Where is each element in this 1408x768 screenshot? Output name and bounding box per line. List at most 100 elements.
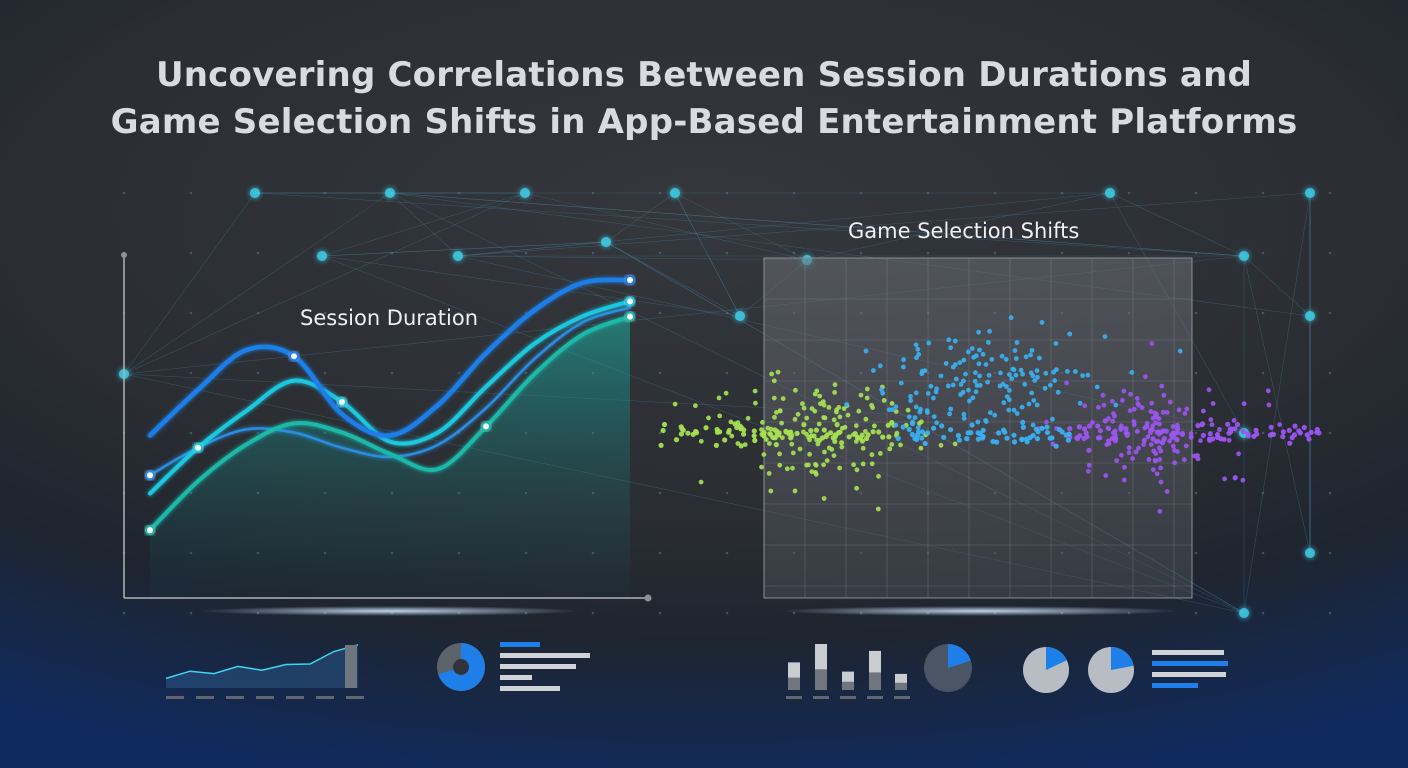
grid-dot: [1127, 251, 1131, 255]
scatter-band-point: [964, 436, 970, 442]
grid-dot: [1060, 191, 1064, 195]
scatter-band-point: [788, 429, 794, 435]
scatter-band-point: [1044, 424, 1050, 430]
network-node: [1105, 188, 1115, 198]
scatter-band-point: [1179, 431, 1185, 437]
grid-dot: [1328, 551, 1332, 555]
scatter-point-green: [813, 462, 819, 468]
scatter-point-blue: [1012, 348, 1018, 353]
scatter-point-blue: [879, 387, 884, 393]
grid-dot: [524, 371, 528, 375]
grid-dot: [1194, 431, 1198, 435]
scatter-band-point: [1024, 439, 1030, 445]
mini-axis-tick: [316, 696, 334, 699]
scatter-point-purple: [1167, 438, 1172, 444]
mini-axis-tick: [840, 696, 856, 699]
scatter-point-purple: [1159, 383, 1165, 389]
scatter-point-blue: [989, 357, 995, 362]
scatter-point-green: [716, 395, 722, 401]
scatter-band-point: [1141, 437, 1147, 443]
scatter-point-purple: [1119, 452, 1124, 458]
scatter-point-green: [777, 462, 783, 468]
scatter-point-blue: [877, 363, 883, 369]
network-node: [1239, 608, 1249, 618]
scatter-band-point: [1253, 427, 1259, 433]
scatter-point-blue: [886, 407, 892, 413]
scatter-band-point: [1207, 431, 1213, 437]
scatter-point-purple: [1134, 396, 1140, 401]
scatter-point-blue: [1014, 340, 1020, 345]
scatter-band-point: [889, 419, 895, 426]
scatter-band-point: [823, 433, 829, 440]
mini-axis-tick: [286, 696, 304, 699]
scatter-point-green: [789, 441, 795, 447]
scatter-point-green: [864, 395, 870, 401]
scatter-point-purple: [1182, 411, 1188, 416]
scatter-point-purple: [1148, 409, 1154, 414]
scatter-point-blue: [947, 411, 952, 417]
network-link: [605, 192, 676, 243]
scatter-point-blue: [950, 364, 956, 370]
scatter-point-blue: [1018, 367, 1024, 373]
scatter-point-purple: [1105, 425, 1111, 431]
scatter-point-green: [775, 369, 781, 375]
scatter-point-green: [698, 479, 704, 485]
grid-dot: [792, 191, 796, 195]
scatter-point-blue: [913, 404, 919, 410]
scatter-point-blue: [913, 342, 919, 348]
mini-hbar: [1152, 650, 1224, 655]
scatter-point-purple: [1150, 467, 1156, 473]
scatter-point-blue: [986, 372, 992, 378]
scatter-band-point: [1047, 435, 1053, 441]
scatter-band-point: [751, 433, 757, 439]
scatter-band-point: [1215, 431, 1221, 438]
scatter-point-blue: [945, 383, 951, 389]
scatter-band-point: [738, 443, 744, 449]
scatter-point-green: [801, 429, 806, 435]
scatter-band-point: [1240, 428, 1246, 435]
scatter-point-blue: [1094, 384, 1100, 390]
scatter-point-green: [769, 371, 774, 377]
scatter-point-purple: [1176, 407, 1182, 413]
scatter-point-purple: [1064, 380, 1069, 386]
scatter-band-point: [1174, 436, 1180, 442]
grid-dot: [189, 431, 193, 435]
scatter-point-green: [804, 415, 810, 421]
scatter-band-point: [990, 438, 996, 445]
grid-dot: [390, 311, 394, 315]
scatter-point-blue: [901, 357, 906, 363]
scatter-point-purple: [1183, 443, 1189, 449]
scatter-point-blue: [1013, 372, 1019, 378]
scatter-band-point: [1086, 447, 1092, 453]
scatter-band-point: [1174, 429, 1181, 436]
scatter-point-blue: [1030, 422, 1036, 428]
scatter-point-purple: [1198, 438, 1203, 444]
scatter-point-blue: [1073, 369, 1078, 374]
scatter-point-blue: [987, 410, 993, 416]
grid-dot: [1194, 611, 1198, 615]
network-link: [389, 192, 459, 257]
scatter-point-green: [889, 442, 895, 447]
scatter-point-green: [860, 445, 866, 451]
scatter-point-blue: [1051, 369, 1056, 375]
bottom-mini-widgets: [165, 642, 1228, 699]
scatter-point-green: [839, 444, 845, 450]
scatter-point-green: [822, 415, 828, 421]
scatter-band-point: [919, 435, 925, 441]
scatter-band-point: [693, 428, 699, 435]
scatter-point-purple: [1146, 457, 1152, 462]
session-data-point: [193, 442, 203, 453]
scatter-band-point: [1011, 432, 1017, 438]
scatter-band-point: [1308, 429, 1314, 435]
scatter-point-blue: [934, 420, 939, 426]
grid-dot: [591, 251, 595, 255]
scatter-band-point: [788, 435, 794, 441]
scatter-point-blue: [970, 395, 976, 401]
scatter-point-blue: [1065, 369, 1070, 374]
scatter-point-blue: [1034, 368, 1040, 373]
grid-dot: [658, 371, 662, 375]
network-link: [1243, 255, 1311, 317]
scatter-point-blue: [1011, 367, 1017, 373]
mini-hbar: [500, 675, 532, 680]
scatter-band-point: [1306, 436, 1312, 442]
